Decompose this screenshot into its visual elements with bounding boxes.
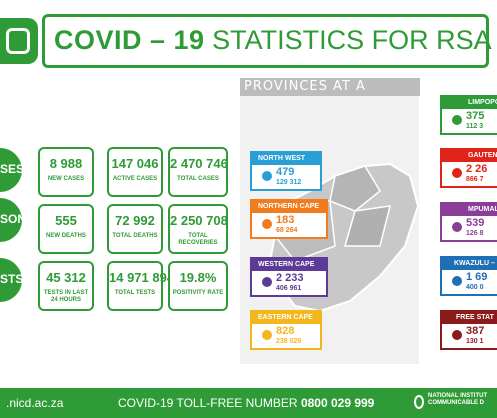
province-free-state: FREE STAT 387 130 1	[440, 310, 497, 350]
deaths-row-label: SONS	[0, 212, 35, 226]
footer-hotline: COVID-19 TOLL-FREE NUMBER 0800 029 999	[118, 396, 374, 410]
hotline-number: 0800 029 999	[300, 396, 375, 410]
provinces-heading: PROVINCES AT A GLANCE	[240, 78, 420, 112]
org-name-line2: COMMUNICABLE D	[428, 400, 484, 406]
stat-label: TOTAL TESTS	[114, 290, 156, 296]
virus-icon	[262, 330, 272, 340]
total-recoveries-card: 2 250 708 TOTAL RECOVERIES	[168, 204, 228, 254]
virus-icon	[452, 115, 462, 125]
deaths-row-tag: SONS	[0, 198, 34, 242]
stat-value: 45 312	[46, 270, 86, 285]
footer-bar: .nicd.ac.za COVID-19 TOLL-FREE NUMBER 08…	[0, 388, 497, 418]
new-cases-card: 8 988 NEW CASES	[38, 147, 94, 197]
province-cases: 375	[466, 110, 485, 122]
virus-icon	[262, 219, 272, 229]
province-cases: 539	[466, 217, 485, 229]
province-cases: 2 26	[466, 163, 488, 175]
stat-value: 19.8%	[179, 270, 217, 285]
province-northern-cape: NORTHERN CAPE 183 68 264	[250, 199, 328, 239]
province-name: NORTHERN CAPE	[252, 201, 326, 213]
province-mpumalanga: MPUMALAN 539 126 8	[440, 202, 497, 242]
province-north-west: NORTH WEST 479 129 312	[250, 151, 322, 191]
stat-value: 2 470 746	[170, 156, 228, 171]
page-title: COVID – 19 STATISTICS FOR RSA	[54, 24, 492, 56]
virus-icon	[262, 277, 272, 287]
org-name-line1: NATIONAL INSTITUT	[428, 393, 488, 399]
province-recovered: 866 7	[466, 176, 484, 183]
virus-icon	[452, 222, 462, 232]
province-recovered: 130 1	[466, 338, 484, 345]
province-name: KWAZULU – N	[442, 258, 497, 270]
province-recovered: 400 0	[466, 284, 484, 291]
province-cases: 183	[276, 214, 295, 226]
stat-label: TOTAL DEATHS	[112, 233, 158, 239]
province-gauteng: GAUTENG 2 26 866 7	[440, 148, 497, 188]
tests-row-tag: STS	[0, 258, 24, 302]
stat-value: 14 971 894	[109, 270, 175, 285]
virus-icon	[262, 171, 272, 181]
stat-value: 2 250 708	[170, 213, 228, 228]
province-name: WESTERN CAPE	[252, 259, 326, 271]
stat-label: NEW DEATHS	[46, 233, 86, 239]
province-name: MPUMALAN	[442, 204, 497, 216]
province-cases: 1 69	[466, 271, 488, 283]
virus-icon	[452, 330, 462, 340]
province-name: EASTERN CAPE	[252, 312, 320, 324]
virus-icon	[452, 168, 462, 178]
new-deaths-card: 555 NEW DEATHS	[38, 204, 94, 254]
total-deaths-card: 72 992 TOTAL DEATHS	[107, 204, 163, 254]
stat-label: TOTAL RECOVERIES	[178, 233, 218, 246]
stat-value: 8 988	[49, 156, 83, 171]
province-cases: 828	[276, 325, 295, 337]
province-kwazulu-natal: KWAZULU – N 1 69 400 0	[440, 256, 497, 296]
province-name: FREE STAT	[442, 312, 497, 324]
total-tests-card: 14 971 894 TOTAL TESTS	[107, 261, 175, 311]
title-frame	[42, 14, 489, 68]
province-recovered: 406 961	[276, 285, 302, 292]
stat-value: 147 046	[111, 156, 159, 171]
province-recovered: 68 264	[276, 227, 298, 234]
province-western-cape: WESTERN CAPE 2 233 406 961	[250, 257, 328, 297]
positivity-rate-card: 19.8% POSITIVITY RATE	[168, 261, 228, 311]
province-cases: 2 233	[276, 272, 304, 284]
title-bold: COVID – 19	[54, 25, 205, 55]
province-name: LIMPOPO	[442, 97, 497, 109]
province-cases: 387	[466, 325, 485, 337]
province-name: NORTH WEST	[252, 153, 320, 165]
stat-label: POSITIVITY RATE	[172, 290, 224, 296]
virus-icon	[452, 276, 462, 286]
stat-label: ACTIVE CASES	[112, 176, 158, 182]
province-recovered: 238 026	[276, 338, 302, 345]
stat-label: NEW CASES	[47, 176, 85, 182]
stat-label: TESTS IN LAST 24 HOURS	[43, 290, 89, 303]
province-eastern-cape: EASTERN CAPE 828 238 026	[250, 310, 322, 350]
nicd-logo-icon	[414, 395, 424, 409]
title-rest: STATISTICS FOR RSA	[212, 25, 492, 55]
province-limpopo: LIMPOPO 375 112 3	[440, 95, 497, 135]
province-recovered: 112 3	[466, 123, 484, 130]
hotline-text: COVID-19 TOLL-FREE NUMBER	[118, 396, 298, 410]
tests-24h-card: 45 312 TESTS IN LAST 24 HOURS	[38, 261, 94, 311]
cases-row-tag: SES	[0, 148, 25, 192]
stat-value: 555	[55, 213, 77, 228]
province-name: GAUTENG	[442, 150, 497, 162]
logo-badge	[0, 18, 38, 64]
footer-website-link[interactable]: .nicd.ac.za	[6, 396, 64, 410]
stat-label: TOTAL CASES	[177, 176, 219, 182]
province-recovered: 126 8	[466, 230, 484, 237]
province-recovered: 129 312	[276, 179, 302, 186]
stat-value: 72 992	[115, 213, 155, 228]
tests-row-label: STS	[0, 272, 24, 286]
cases-row-label: SES	[0, 162, 25, 176]
province-cases: 479	[276, 166, 295, 178]
active-cases-card: 147 046 ACTIVE CASES	[107, 147, 163, 197]
total-cases-card: 2 470 746 TOTAL CASES	[168, 147, 228, 197]
